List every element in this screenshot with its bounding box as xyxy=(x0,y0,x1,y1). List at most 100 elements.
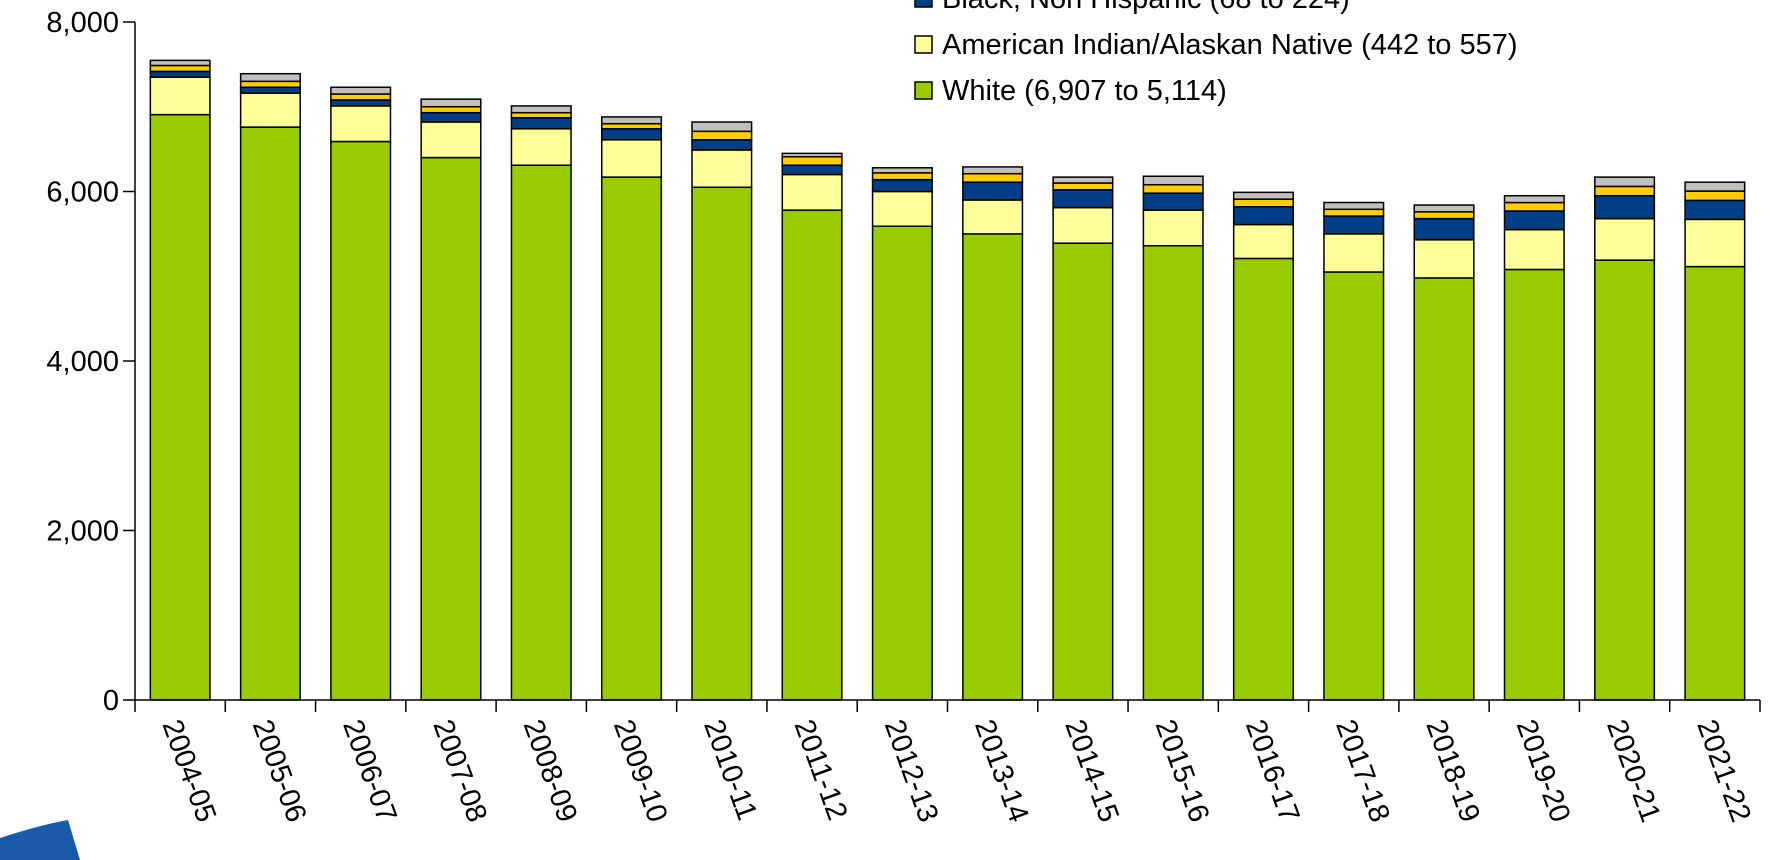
bar-2014-15-series-3 xyxy=(1052,182,1114,191)
bar-2016-17-series-3 xyxy=(1232,198,1295,208)
bar-2011-12-series-1 xyxy=(781,173,843,211)
bar-2012-13-series-0 xyxy=(871,225,933,701)
bar-2018-19-series-0 xyxy=(1413,277,1475,701)
bar-2006-07-series-2 xyxy=(330,99,392,107)
x-category-label: 2014-15 xyxy=(1058,715,1124,826)
bar-2006-07-series-1 xyxy=(330,105,392,143)
bar-2009-10-series-1 xyxy=(600,139,663,178)
y-ticks-group: 0 2,000 4,000 6,000 8,000 xyxy=(46,7,135,717)
bar-2021-22-series-0 xyxy=(1684,265,1746,701)
bar-2004-05-series-4 xyxy=(149,59,211,67)
bar-2009-10-series-0 xyxy=(600,176,663,701)
bar-2006-07-series-4 xyxy=(330,86,392,95)
bar-2005-06-series-1 xyxy=(239,92,301,128)
bar-2018-19-series-1 xyxy=(1413,239,1475,279)
legend-swatch xyxy=(914,35,933,54)
bar-2010-11-series-1 xyxy=(691,149,753,189)
bar-2020-21-series-1 xyxy=(1594,217,1656,261)
bar-2004-05-series-2 xyxy=(149,70,211,78)
y-tick-label: 6,000 xyxy=(46,177,119,209)
bar-2018-19-series-3 xyxy=(1413,211,1475,220)
bar-2015-16-series-2 xyxy=(1142,192,1204,211)
x-category-label: 2005-06 xyxy=(246,715,312,826)
bar-2006-07-series-3 xyxy=(330,93,392,101)
bar-2020-21-series-0 xyxy=(1594,259,1656,701)
bar-2021-22-series-4 xyxy=(1684,181,1746,192)
bar-2004-05-series-0 xyxy=(149,113,211,701)
bar-2019-20-series-4 xyxy=(1503,194,1565,204)
bar-2015-16-series-4 xyxy=(1142,175,1204,186)
bar-2011-12-series-0 xyxy=(781,209,843,701)
bar-2017-18-series-2 xyxy=(1323,215,1385,235)
bars-group xyxy=(149,59,1746,701)
x-category-label: 2018-19 xyxy=(1419,715,1485,826)
x-category-label: 2012-13 xyxy=(878,715,944,826)
x-category-label: 2016-17 xyxy=(1239,715,1305,826)
bar-2017-18-series-1 xyxy=(1323,233,1385,273)
bar-2007-08-series-2 xyxy=(420,111,482,123)
legend-label: Black, Non Hispanic (68 to 224) xyxy=(942,0,1350,15)
bar-2018-19-series-2 xyxy=(1413,217,1475,241)
bar-2010-11-series-0 xyxy=(691,186,753,701)
logo-shape xyxy=(0,820,80,860)
bar-2019-20-series-0 xyxy=(1503,268,1565,701)
bar-2020-21-series-2 xyxy=(1594,194,1656,220)
bar-2015-16-series-3 xyxy=(1142,183,1204,194)
legend-label: White (6,907 to 5,114) xyxy=(942,75,1227,107)
logo-fragment xyxy=(0,820,80,860)
bar-2021-22-series-3 xyxy=(1684,190,1746,202)
bar-2012-13-series-3 xyxy=(871,172,933,181)
bar-2009-10-series-3 xyxy=(600,122,663,130)
bar-2016-17-series-0 xyxy=(1232,257,1295,701)
y-tick-label: 8,000 xyxy=(46,7,119,39)
bar-2007-08-series-0 xyxy=(420,156,482,701)
bar-2021-22-series-1 xyxy=(1684,218,1746,268)
bar-2019-20-series-2 xyxy=(1503,210,1565,231)
bar-2008-09-series-0 xyxy=(510,164,572,701)
bar-2005-06-series-0 xyxy=(239,126,301,701)
bar-2016-17-series-2 xyxy=(1232,206,1295,226)
bar-2012-13-series-4 xyxy=(871,167,933,174)
bar-2009-10-series-4 xyxy=(600,116,663,125)
bar-2014-15-series-0 xyxy=(1052,242,1114,701)
bar-2004-05-series-3 xyxy=(149,64,211,73)
bar-2016-17-series-1 xyxy=(1232,223,1295,260)
bar-2014-15-series-2 xyxy=(1052,189,1114,209)
bar-2008-09-series-1 xyxy=(510,128,572,166)
bar-2004-05-series-1 xyxy=(149,76,211,116)
bar-2015-16-series-1 xyxy=(1142,209,1204,247)
x-category-label: 2019-20 xyxy=(1510,715,1576,826)
bar-2010-11-series-2 xyxy=(691,139,753,151)
bar-2017-18-series-3 xyxy=(1323,208,1385,217)
bar-2007-08-series-4 xyxy=(420,98,482,108)
legend-swatch xyxy=(914,0,933,8)
x-category-label: 2004-05 xyxy=(156,715,222,826)
bar-2012-13-series-1 xyxy=(871,190,933,227)
bar-2008-09-series-3 xyxy=(510,111,572,119)
bar-2005-06-series-2 xyxy=(239,86,301,94)
bar-2007-08-series-3 xyxy=(420,106,482,114)
x-category-label: 2008-09 xyxy=(517,715,583,826)
bar-2020-21-series-3 xyxy=(1594,185,1656,197)
bar-2007-08-series-1 xyxy=(420,121,482,159)
bar-2014-15-series-4 xyxy=(1052,176,1114,184)
bar-2013-14-series-2 xyxy=(962,181,1024,201)
x-category-label: 2013-14 xyxy=(968,715,1034,826)
bar-2017-18-series-4 xyxy=(1323,201,1385,211)
bar-2008-09-series-2 xyxy=(510,117,572,130)
x-category-label: 2021-22 xyxy=(1690,715,1756,826)
x-category-label: 2011-12 xyxy=(788,715,854,824)
x-category-label: 2009-10 xyxy=(607,715,673,826)
bar-2013-14-series-0 xyxy=(962,233,1024,701)
legend: Black, Non Hispanic (68 to 224) American … xyxy=(914,0,1517,107)
x-category-label: 2006-07 xyxy=(336,715,402,826)
bar-2005-06-series-4 xyxy=(239,72,301,83)
bar-2017-18-series-0 xyxy=(1323,271,1385,701)
bar-2006-07-series-0 xyxy=(330,140,392,701)
bar-2010-11-series-4 xyxy=(691,121,753,133)
y-tick-label: 4,000 xyxy=(46,346,119,378)
x-category-label: 2007-08 xyxy=(426,715,492,826)
legend-label: American Indian/Alaskan Native (442 to 5… xyxy=(942,29,1517,61)
bar-2005-06-series-3 xyxy=(239,80,301,89)
